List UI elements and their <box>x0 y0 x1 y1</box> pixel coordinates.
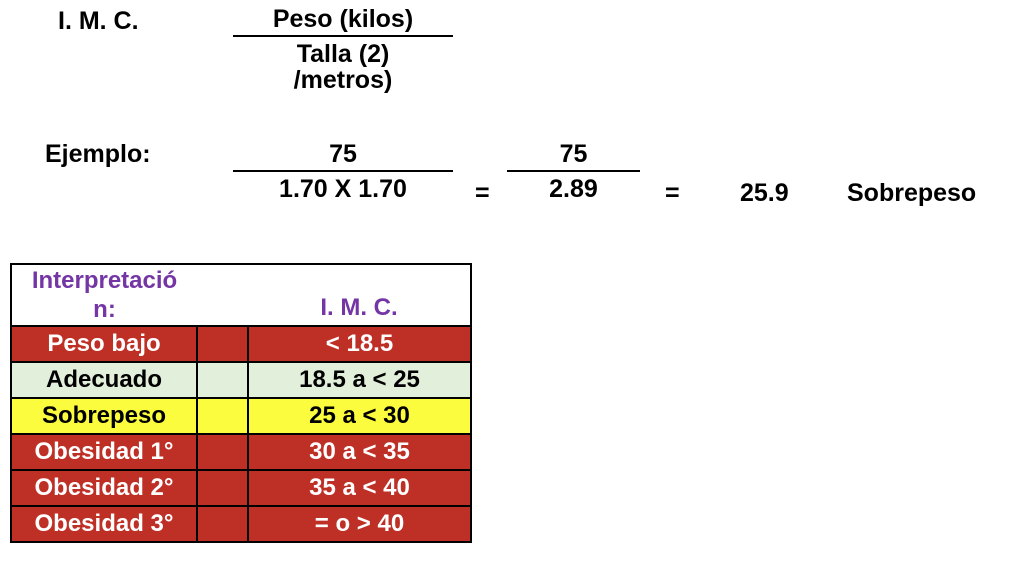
table-row-obesidad-3: Obesidad 3° = o > 40 <box>10 505 472 543</box>
row-label: Sobrepeso <box>10 397 198 435</box>
formula-denominator: Talla (2) /metros) <box>233 37 453 93</box>
row-label: Obesidad 2° <box>10 469 198 507</box>
header-interpretation-line1: Interpretació <box>31 267 178 294</box>
example-fraction-1-denominator: 1.70 X 1.70 <box>279 175 407 203</box>
header-spacer-cell <box>197 263 248 327</box>
example-result-value: 25.9 <box>740 179 789 207</box>
table-row-sobrepeso: Sobrepeso 25 a < 30 <box>10 397 472 435</box>
row-label: Peso bajo <box>10 325 198 363</box>
table-row-obesidad-1: Obesidad 1° 30 a < 35 <box>10 433 472 471</box>
row-label: Obesidad 1° <box>10 433 198 471</box>
table-header-row: Interpretació n: I. M. C. <box>10 263 472 327</box>
equals-sign-1: = <box>475 179 490 207</box>
example-fraction-1-numerator: 75 <box>233 141 453 172</box>
formula-denominator-line1: Talla (2) <box>296 40 390 68</box>
row-spacer-cell <box>196 469 249 507</box>
imc-interpretation-table: Interpretació n: I. M. C. Peso bajo < 18… <box>10 263 472 543</box>
example-fraction-2-numerator: 75 <box>507 141 640 172</box>
row-range: = o > 40 <box>247 505 472 543</box>
table-row-adecuado: Adecuado 18.5 a < 25 <box>10 361 472 399</box>
example-fraction-1: 75 1.70 X 1.70 <box>233 141 453 202</box>
imc-formula-fraction: Peso (kilos) Talla (2) /metros) <box>233 6 453 93</box>
row-range: 18.5 a < 25 <box>247 361 472 399</box>
formula-denominator-line2: /metros) <box>293 66 393 94</box>
header-interpretation-line2: n: <box>93 296 116 323</box>
row-spacer-cell <box>196 325 249 363</box>
example-label: Ejemplo: <box>45 140 151 168</box>
row-range: 35 a < 40 <box>247 469 472 507</box>
row-range: 25 a < 30 <box>247 397 472 435</box>
example-fraction-2: 75 2.89 <box>507 141 640 202</box>
example-fraction-2-denominator: 2.89 <box>549 175 598 203</box>
table-row-peso-bajo: Peso bajo < 18.5 <box>10 325 472 363</box>
equals-sign-2: = <box>665 179 680 207</box>
formula-numerator: Peso (kilos) <box>233 6 453 37</box>
row-spacer-cell <box>196 397 249 435</box>
table-row-obesidad-2: Obesidad 2° 35 a < 40 <box>10 469 472 507</box>
row-spacer-cell <box>196 361 249 399</box>
imc-formula-label: I. M. C. <box>58 7 139 35</box>
header-imc-cell: I. M. C. <box>248 263 472 327</box>
row-range: 30 a < 35 <box>247 433 472 471</box>
row-spacer-cell <box>196 505 249 543</box>
row-label: Adecuado <box>10 361 198 399</box>
example-classification: Sobrepeso <box>847 179 977 207</box>
row-range: < 18.5 <box>247 325 472 363</box>
row-spacer-cell <box>196 433 249 471</box>
header-interpretation-cell: Interpretació n: <box>10 263 197 327</box>
row-label: Obesidad 3° <box>10 505 198 543</box>
